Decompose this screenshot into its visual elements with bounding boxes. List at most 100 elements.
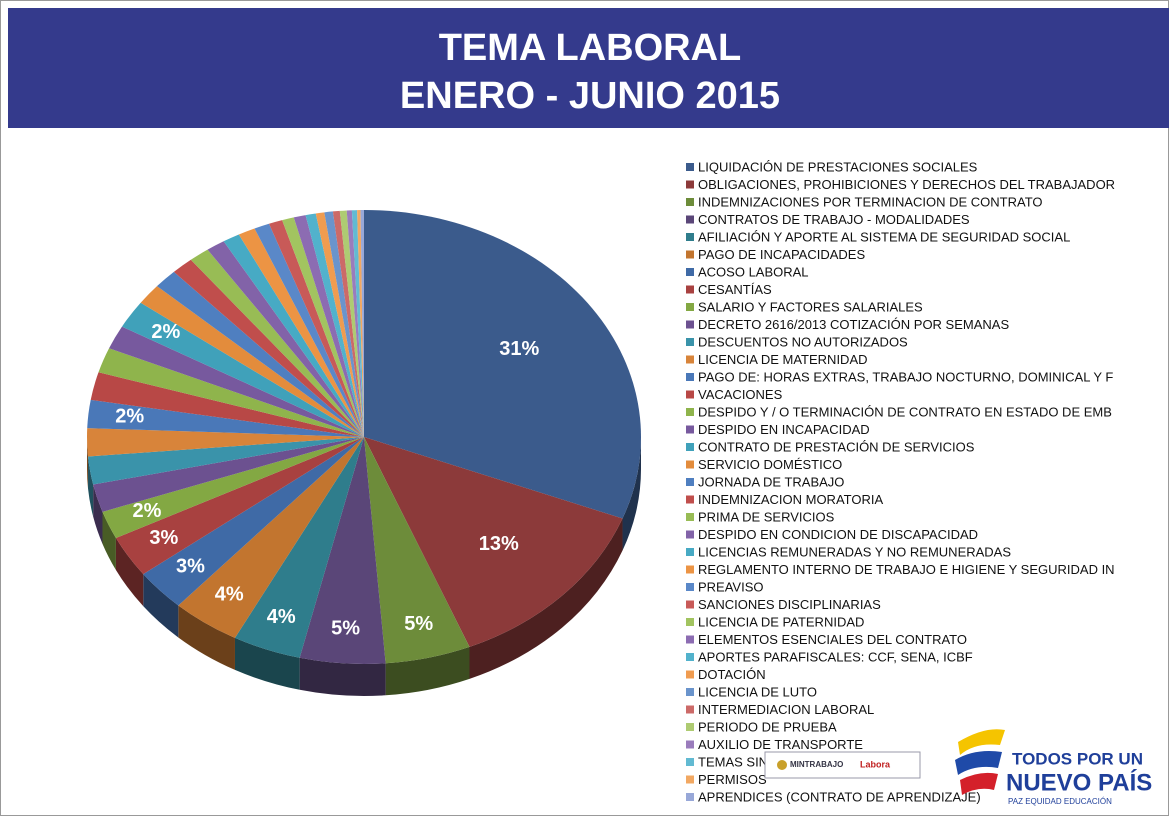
legend-label: APRENDICES (CONTRATO DE APRENDIZAJE) <box>698 789 981 804</box>
data-label: 4% <box>267 606 296 628</box>
logo-slogan: NUEVO PAÍS <box>1006 768 1152 796</box>
slice-side <box>102 511 116 570</box>
logo-motto: PAZ EQUIDAD EDUCACIÓN <box>1008 797 1112 806</box>
legend-label: LICENCIAS REMUNERADAS Y NO REMUNERADAS <box>698 544 1011 559</box>
slice-side <box>234 637 300 690</box>
legend-label: PAGO DE INCAPACIDADES <box>698 247 865 262</box>
slice <box>360 210 364 437</box>
legend-label: DECRETO 2616/2013 COTIZACIÓN POR SEMANAS <box>698 317 1009 332</box>
legend-swatch <box>686 285 694 294</box>
slice <box>143 437 364 606</box>
slice-side <box>385 646 470 696</box>
slice <box>346 210 364 437</box>
slice <box>223 234 364 437</box>
data-label: 5% <box>404 613 433 635</box>
legend-label: LICENCIA DE LUTO <box>698 684 817 699</box>
legend-label: DOTACIÓN <box>698 667 766 682</box>
legend-label: ACOSO LABORAL <box>698 264 809 279</box>
slice <box>364 437 470 664</box>
data-label: 3% <box>176 556 205 578</box>
slice <box>268 220 364 437</box>
legend-label: DESPIDO Y / O TERMINACIÓN DE CONTRATO EN… <box>698 404 1112 419</box>
legend-label: CONTRATOS DE TRABAJO - MODALIDADES <box>698 212 970 227</box>
legend-swatch <box>686 460 694 469</box>
slice <box>351 210 364 437</box>
slice-side <box>299 657 386 696</box>
slice <box>357 210 364 437</box>
legend-swatch <box>686 443 694 451</box>
slice <box>282 217 364 437</box>
legend-label: REGLAMENTO INTERNO DE TRABAJO E HIGIENE … <box>698 562 1115 577</box>
legend-swatch <box>686 618 694 626</box>
legend-swatch <box>686 548 694 556</box>
legend-label: PAGO DE: HORAS EXTRAS, TRABAJO NOCTURNO,… <box>698 369 1113 384</box>
legend-label: PREAVISO <box>698 579 764 594</box>
legend-label: DESCUENTOS NO AUTORIZADOS <box>698 334 908 349</box>
legend-swatch <box>686 583 694 591</box>
slice <box>364 437 623 647</box>
legend-swatch <box>686 338 694 346</box>
legend-label: AFILIACIÓN Y APORTE AL SISTEMA DE SEGURI… <box>698 229 1070 244</box>
logo-network: Labora <box>860 759 891 769</box>
legend-swatch <box>686 793 694 801</box>
slice-side <box>143 574 179 638</box>
legend-swatch <box>686 373 694 381</box>
legend-label: PRIMA DE SERVICIOS <box>698 509 835 524</box>
slice <box>234 437 364 658</box>
legend-label: INTERMEDIACION LABORAL <box>698 702 874 717</box>
slice <box>315 212 364 437</box>
logo-ministry: MINTRABAJO <box>790 760 843 769</box>
slice <box>299 437 386 664</box>
slice <box>207 241 364 437</box>
slice <box>364 210 641 519</box>
legend-swatch <box>686 495 694 504</box>
slice <box>93 437 364 512</box>
legend-swatch <box>686 320 694 329</box>
slice <box>238 228 364 437</box>
legend-swatch <box>686 513 694 521</box>
legend-swatch <box>686 408 694 416</box>
legend-label: CONTRATO DE PRESTACIÓN DE SERVICIOS <box>698 439 975 454</box>
legend-swatch <box>686 670 694 679</box>
logos: MINTRABAJO Labora TODOS POR UN NUEVO PAÍ… <box>764 729 1152 806</box>
legend: LIQUIDACIÓN DE PRESTACIONES SOCIALES OBLI… <box>686 159 1115 804</box>
legend-swatch <box>686 688 694 696</box>
slice <box>87 428 364 457</box>
chart-subtitle: ENERO - JUNIO 2015 <box>400 75 780 117</box>
slice <box>190 249 364 437</box>
legend-swatch <box>686 758 694 766</box>
slice <box>324 211 364 437</box>
legend-swatch <box>686 705 694 714</box>
data-label: 3% <box>149 527 178 549</box>
legend-swatch <box>686 215 694 224</box>
data-label: 5% <box>331 618 360 640</box>
legend-label: LIQUIDACIÓN DE PRESTACIONES SOCIALES <box>698 159 978 174</box>
slice <box>254 223 364 437</box>
slice <box>88 437 364 485</box>
legend-label: PERIODO DE PRUEBA <box>698 719 837 734</box>
legend-label: SALARIO Y FACTORES SALARIALES <box>698 299 923 314</box>
slice <box>305 213 364 437</box>
legend-swatch <box>686 425 694 434</box>
legend-swatch <box>686 303 694 311</box>
data-label: 31% <box>499 338 539 360</box>
logo-icon <box>777 760 787 770</box>
legend-label: INDEMNIZACIONES POR TERMINACION DE CONTR… <box>698 194 1043 209</box>
legend-label: ELEMENTOS ESENCIALES DEL CONTRATO <box>698 632 967 647</box>
legend-label: VACACIONES <box>698 387 783 402</box>
legend-label: DESPIDO EN INCAPACIDAD <box>698 422 870 437</box>
legend-label: AUXILIO DE TRANSPORTE <box>698 737 863 752</box>
slice <box>121 302 365 437</box>
legend-swatch <box>686 723 694 731</box>
chart-title: TEMA LABORAL <box>439 27 742 69</box>
slice-side <box>115 537 144 607</box>
legend-swatch <box>686 355 694 364</box>
legend-swatch <box>686 530 694 539</box>
data-label: 4% <box>215 583 244 605</box>
legend-swatch <box>686 250 694 259</box>
legend-label: SANCIONES DISCIPLINARIAS <box>698 597 881 612</box>
legend-swatch <box>686 268 694 276</box>
slice <box>156 271 364 437</box>
slice <box>293 215 364 437</box>
slice-side <box>469 518 623 679</box>
